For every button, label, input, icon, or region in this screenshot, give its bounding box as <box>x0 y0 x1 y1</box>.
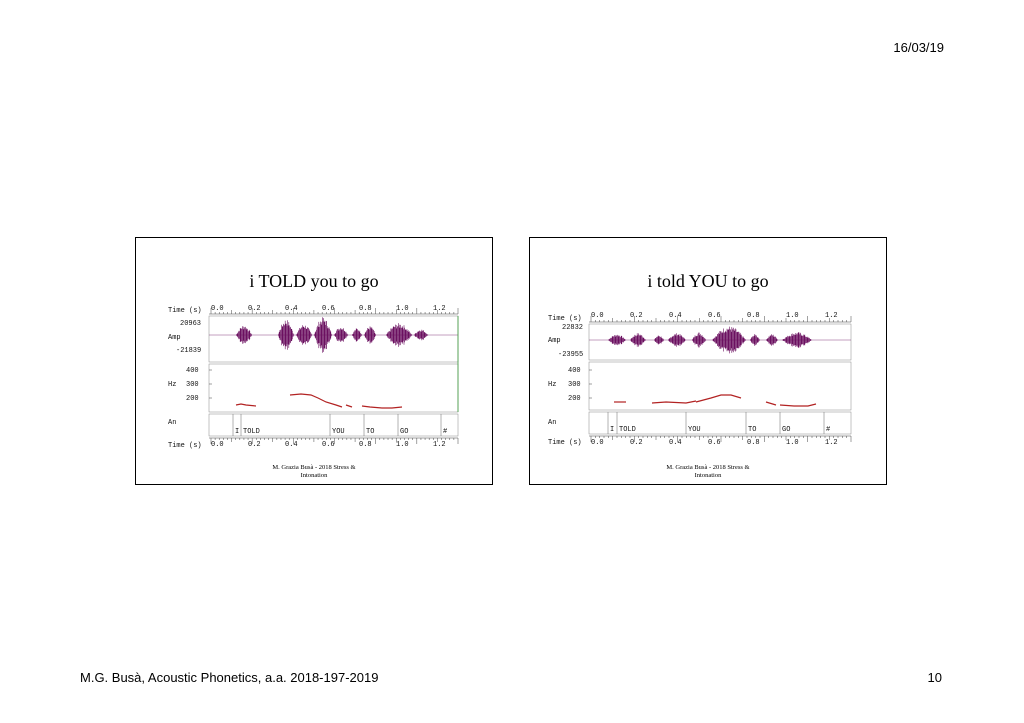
slide-thumbnail-told-stress[interactable]: i TOLD you to go Time (s) 0.0 0.2 0.4 0.… <box>135 237 493 485</box>
tick-label: 0.6 <box>322 305 335 313</box>
tick-label: 0.6 <box>708 312 721 320</box>
hz-tick-label: 200 <box>568 395 581 403</box>
tick-label: 0.0 <box>211 441 224 449</box>
slide-title: i TOLD you to go <box>249 271 379 291</box>
tick-label: 1.2 <box>433 305 446 313</box>
pitch-contour <box>614 394 817 407</box>
word-segments: I TOLD YOU TO GO # <box>607 412 830 434</box>
amp-axis-label: Amp <box>548 337 561 345</box>
time-axis-label: Time (s) <box>168 307 202 315</box>
pitch-segment <box>651 400 697 404</box>
hz-tick-label: 400 <box>568 367 581 375</box>
word-label: TOLD <box>243 428 260 436</box>
tick-label: 1.0 <box>786 439 799 447</box>
tick-label: 1.0 <box>396 441 409 449</box>
tick-label: 0.0 <box>591 312 604 320</box>
tick-label: 0.0 <box>211 305 224 313</box>
word-label: I <box>235 428 239 436</box>
tick-label: 1.0 <box>786 312 799 320</box>
hz-axis-label: Hz <box>168 381 176 389</box>
tick-label: 0.6 <box>322 441 335 449</box>
word-label: GO <box>782 426 790 434</box>
pitch-segment <box>765 401 777 406</box>
tick-label: 0.4 <box>285 305 298 313</box>
waveform <box>236 317 429 353</box>
word-label: TO <box>366 428 374 436</box>
pitch-segment <box>235 403 257 407</box>
tick-label: 0.8 <box>747 439 760 447</box>
hz-tick-label: 300 <box>186 381 199 389</box>
tick-label: 0.0 <box>591 439 604 447</box>
praat-analysis-panel: Time (s) 0.0 0.2 0.4 0.6 0.8 1.0 1.2 209… <box>168 305 459 450</box>
tick-label: 1.2 <box>433 441 446 449</box>
word-label: TO <box>748 426 756 434</box>
tick-label: 0.8 <box>359 305 372 313</box>
date-header: 16/03/19 <box>893 40 944 55</box>
tick-label: 0.4 <box>669 312 682 320</box>
word-label: YOU <box>332 428 345 436</box>
waveform <box>608 326 812 354</box>
time-axis-top: Time (s) 0.0 0.2 0.4 0.6 0.8 1.0 1.2 <box>168 305 459 315</box>
time-axis-label: Time (s) <box>548 315 582 323</box>
pitch-segment <box>289 393 343 408</box>
annotation-tier-label: An <box>548 419 556 427</box>
tick-label: 1.0 <box>396 305 409 313</box>
slide-caption: M. Grazia Busà - 2018 Stress & Intonatio… <box>272 464 356 479</box>
time-axis-label: Time (s) <box>548 439 582 447</box>
annotation-tier-label: An <box>168 419 176 427</box>
time-axis-bottom: Time (s) 0.0 0.2 0.4 0.6 0.8 1.0 1.2 <box>548 435 852 447</box>
amp-max-label: 22832 <box>562 324 583 332</box>
hz-tick-label: 400 <box>186 367 199 375</box>
tick-label: 0.4 <box>285 441 298 449</box>
tick-label: 0.2 <box>630 439 643 447</box>
time-axis-top: Time (s) 0.0 0.2 0.4 0.6 0.8 1.0 1.2 <box>548 312 852 323</box>
hz-tick-label: 300 <box>568 381 581 389</box>
tick-label: 0.4 <box>669 439 682 447</box>
amp-min-label: -21839 <box>176 347 201 355</box>
word-label: TOLD <box>619 426 636 434</box>
amp-min-label: -23955 <box>558 351 583 359</box>
slide-caption: M. Grazia Busà - 2018 Stress & Intonatio… <box>666 464 750 479</box>
pitch-segment <box>345 404 353 408</box>
tick-label: 0.2 <box>630 312 643 320</box>
pitch-segment <box>361 405 403 409</box>
pitch-segment <box>779 403 817 407</box>
hz-tick-label: 200 <box>186 395 199 403</box>
pitch-contour <box>235 393 403 409</box>
word-label: # <box>443 428 447 436</box>
amp-max-label: 20963 <box>180 320 201 328</box>
word-label: I <box>610 426 614 434</box>
praat-analysis-panel: Time (s) 0.0 0.2 0.4 0.6 0.8 1.0 1.2 228… <box>548 312 852 447</box>
hz-axis-label: Hz <box>548 381 556 389</box>
tick-label: 0.6 <box>708 439 721 447</box>
tick-label: 0.2 <box>248 441 261 449</box>
time-axis-bottom: Time (s) 0.0 0.2 0.4 0.6 0.8 1.0 1.2 <box>168 437 459 450</box>
slide-title: i told YOU to go <box>647 271 769 291</box>
footer-course-title: M.G. Busà, Acoustic Phonetics, a.a. 2018… <box>80 670 379 685</box>
tick-label: 0.8 <box>359 441 372 449</box>
pitch-segment <box>695 394 742 403</box>
word-label: GO <box>400 428 408 436</box>
page-number: 10 <box>927 670 942 685</box>
time-axis-label: Time (s) <box>168 442 202 450</box>
word-label: YOU <box>688 426 701 434</box>
word-label: # <box>826 426 830 434</box>
amp-axis-label: Amp <box>168 334 181 342</box>
slide-thumbnail-you-stress[interactable]: i told YOU to go Time (s) 0.0 0.2 0.4 0.… <box>529 237 887 485</box>
word-segments: I TOLD YOU TO GO # <box>232 414 447 436</box>
tick-label: 1.2 <box>825 439 838 447</box>
tick-label: 0.2 <box>248 305 261 313</box>
tick-label: 0.8 <box>747 312 760 320</box>
tick-label: 1.2 <box>825 312 838 320</box>
